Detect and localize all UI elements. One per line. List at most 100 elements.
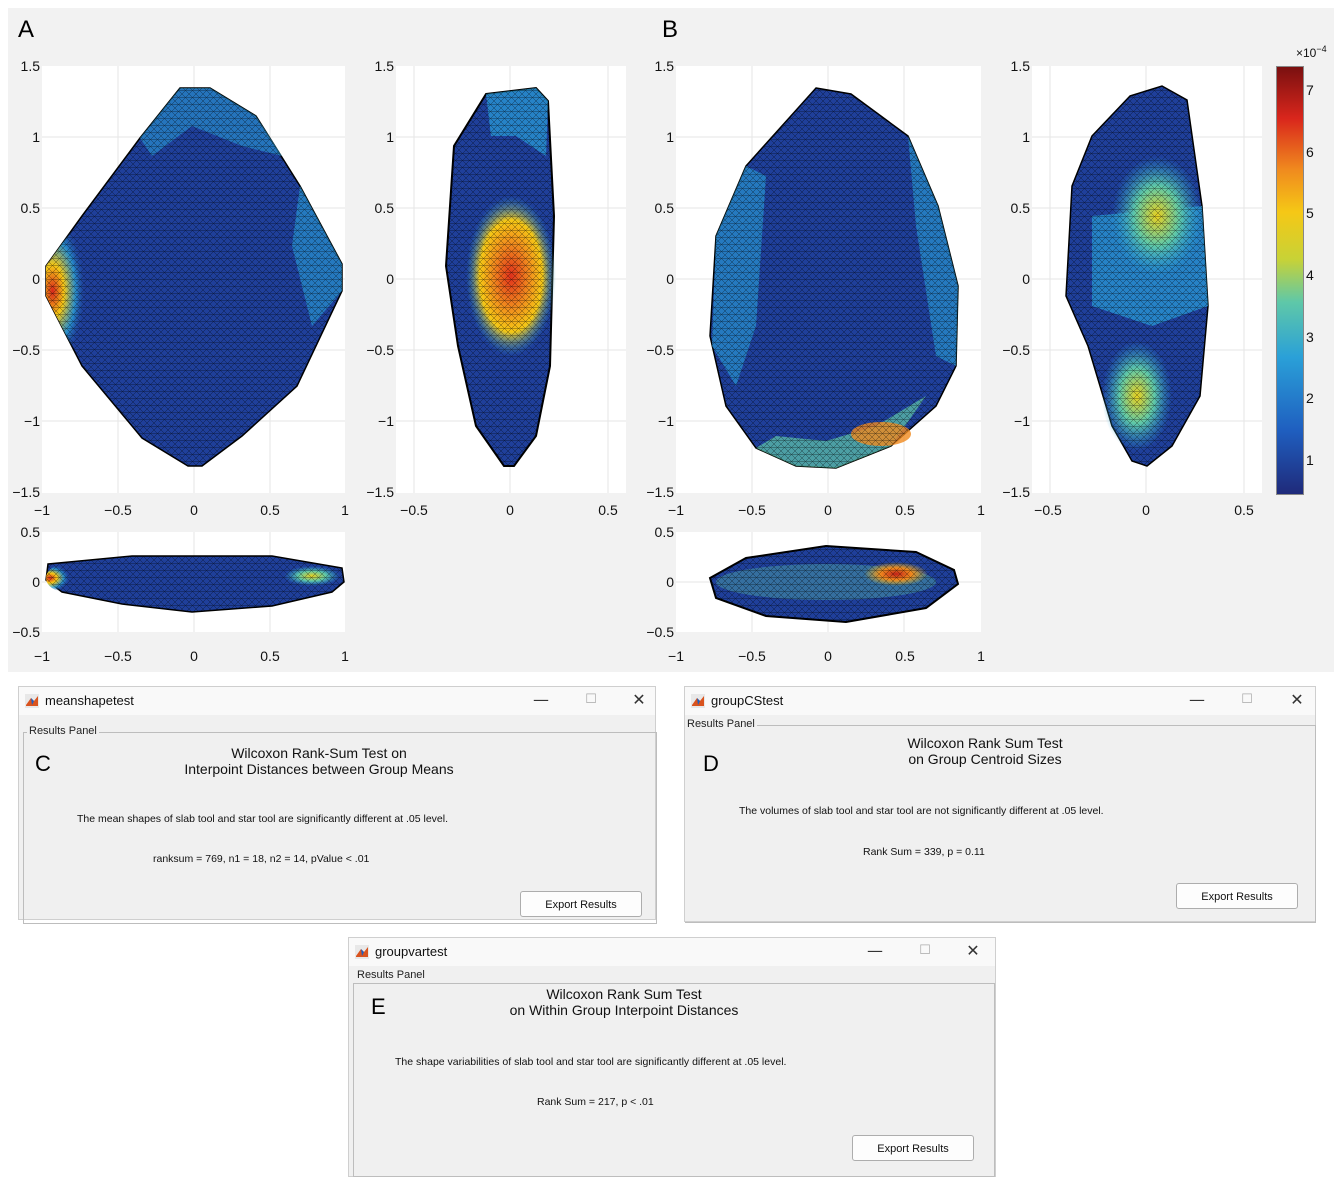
panel-e-label: E — [371, 994, 386, 1019]
y-tick-a-front: 1.5 — [20, 58, 40, 74]
colorbar — [1276, 66, 1304, 495]
titlebar[interactable]: groupvartest — ☐ ✕ — [349, 938, 995, 966]
panel-b-label: B — [662, 16, 679, 43]
panel-d-label: D — [703, 751, 719, 776]
y-tick-b-front: 0.5 — [654, 200, 674, 216]
close-button[interactable]: ✕ — [966, 941, 980, 960]
colorbar-tick: 7 — [1306, 82, 1314, 98]
y-tick-a-side: 1 — [386, 129, 394, 145]
y-tick-a-top: −0.5 — [12, 624, 40, 640]
x-tick-a-side: −0.5 — [400, 502, 428, 518]
y-tick-a-side: −1 — [378, 413, 394, 429]
results-panel-label: Results Panel — [685, 718, 757, 730]
stat-text: Rank Sum = 217, p < .01 — [537, 1096, 654, 1108]
minimize-button[interactable]: — — [867, 941, 883, 960]
colorbar-exponent: ×10−4 — [1296, 44, 1327, 60]
y-tick-a-front: −0.5 — [12, 342, 40, 358]
y-tick-a-side: −0.5 — [366, 342, 394, 358]
panel-c-label: C — [35, 751, 51, 776]
window-title: meanshapetest — [45, 693, 134, 708]
y-tick-a-front: −1 — [24, 413, 40, 429]
y-tick-a-front: 0.5 — [20, 200, 40, 216]
plot-a-side — [396, 66, 626, 493]
window-title: groupvartest — [375, 944, 448, 959]
titlebar[interactable]: groupCStest — ☐ ✕ — [685, 687, 1315, 715]
minimize-button[interactable]: — — [533, 690, 549, 709]
y-tick-a-side: 0.5 — [374, 200, 394, 216]
y-tick-b-front: −0.5 — [646, 342, 674, 358]
y-tick-b-side: −0.5 — [1002, 342, 1030, 358]
y-tick-a-front: −1.5 — [12, 484, 40, 500]
plot-a-front — [42, 66, 345, 493]
x-tick-a-side: 0 — [506, 502, 514, 518]
close-button[interactable]: ✕ — [1290, 690, 1304, 709]
matlab-icon — [25, 694, 39, 708]
window-title: groupCStest — [711, 693, 784, 708]
maximize-button[interactable]: ☐ — [919, 943, 931, 958]
x-tick-b-top: 0.5 — [895, 648, 915, 664]
x-tick-b-side: 0 — [1142, 502, 1150, 518]
x-tick-b-top: −0.5 — [738, 648, 766, 664]
y-tick-b-top: −0.5 — [646, 624, 674, 640]
titlebar[interactable]: meanshapetest — ☐ ✕ — [19, 687, 655, 715]
results-heading: Wilcoxon Rank Sum Test on Within Group In… — [509, 986, 739, 1018]
x-tick-a-front: 1 — [341, 502, 349, 518]
maximize-button[interactable]: ☐ — [585, 692, 597, 707]
y-tick-b-front: 0 — [666, 271, 674, 287]
result-text: The volumes of slab tool and star tool a… — [739, 805, 1104, 817]
plot-b-top — [676, 532, 981, 632]
window-meanshapetest[interactable]: meanshapetest — ☐ ✕ Results Panel C Wilc… — [18, 686, 657, 924]
x-tick-a-front: −0.5 — [104, 502, 132, 518]
y-tick-b-front: 1 — [666, 129, 674, 145]
y-tick-a-side: 1.5 — [374, 58, 394, 74]
x-tick-b-front: 1 — [977, 502, 985, 518]
x-tick-b-side: −0.5 — [1034, 502, 1062, 518]
minimize-button[interactable]: — — [1189, 690, 1205, 709]
matlab-icon — [691, 694, 705, 708]
y-tick-a-front: 0 — [32, 271, 40, 287]
y-tick-b-top: 0.5 — [654, 524, 674, 540]
plot-b-front — [676, 66, 981, 493]
x-tick-b-front: 0 — [824, 502, 832, 518]
y-tick-b-side: 0.5 — [1010, 200, 1030, 216]
window-groupcstest[interactable]: groupCStest — ☐ ✕ Results Panel D Wilcox… — [684, 686, 1316, 923]
y-tick-a-side: 0 — [386, 271, 394, 287]
x-tick-b-front: −1 — [668, 502, 684, 518]
y-tick-a-front: 1 — [32, 129, 40, 145]
y-tick-a-top: 0.5 — [20, 524, 40, 540]
maximize-button[interactable]: ☐ — [1241, 692, 1253, 707]
matlab-icon — [355, 945, 369, 959]
y-tick-b-front: 1.5 — [654, 58, 674, 74]
y-tick-b-top: 0 — [666, 574, 674, 590]
x-tick-a-front: −1 — [34, 502, 50, 518]
results-panel — [353, 983, 995, 1177]
x-tick-a-front: 0 — [190, 502, 198, 518]
close-button[interactable]: ✕ — [632, 690, 646, 709]
plot-a-top — [42, 532, 345, 632]
y-tick-b-side: 1 — [1022, 129, 1030, 145]
export-results-button[interactable]: Export Results — [852, 1135, 974, 1161]
x-tick-b-front: −0.5 — [738, 502, 766, 518]
results-heading: Wilcoxon Rank Sum Test on Group Centroid … — [907, 735, 1063, 767]
x-tick-b-side: 0.5 — [1234, 502, 1254, 518]
stat-text: Rank Sum = 339, p = 0.11 — [863, 846, 985, 858]
colorbar-tick: 1 — [1306, 452, 1314, 468]
x-tick-b-top: 0 — [824, 648, 832, 664]
colorbar-tick: 5 — [1306, 205, 1314, 221]
export-results-button[interactable]: Export Results — [1176, 883, 1298, 909]
results-panel-label: Results Panel — [355, 969, 427, 981]
export-results-button[interactable]: Export Results — [520, 891, 642, 917]
x-tick-a-front: 0.5 — [260, 502, 280, 518]
y-tick-b-side: 1.5 — [1010, 58, 1030, 74]
y-tick-b-side: −1 — [1014, 413, 1030, 429]
colorbar-tick: 4 — [1306, 267, 1314, 283]
y-tick-b-side: 0 — [1022, 271, 1030, 287]
results-panel — [23, 732, 657, 924]
plot-b-side — [1032, 66, 1262, 493]
results-panel-label: Results Panel — [27, 725, 99, 737]
panel-a-label: A — [18, 16, 35, 43]
x-tick-b-front: 0.5 — [895, 502, 915, 518]
colorbar-tick: 6 — [1306, 144, 1314, 160]
y-tick-a-side: −1.5 — [366, 484, 394, 500]
window-groupvartest[interactable]: groupvartest — ☐ ✕ Results Panel E Wilco… — [348, 937, 996, 1177]
